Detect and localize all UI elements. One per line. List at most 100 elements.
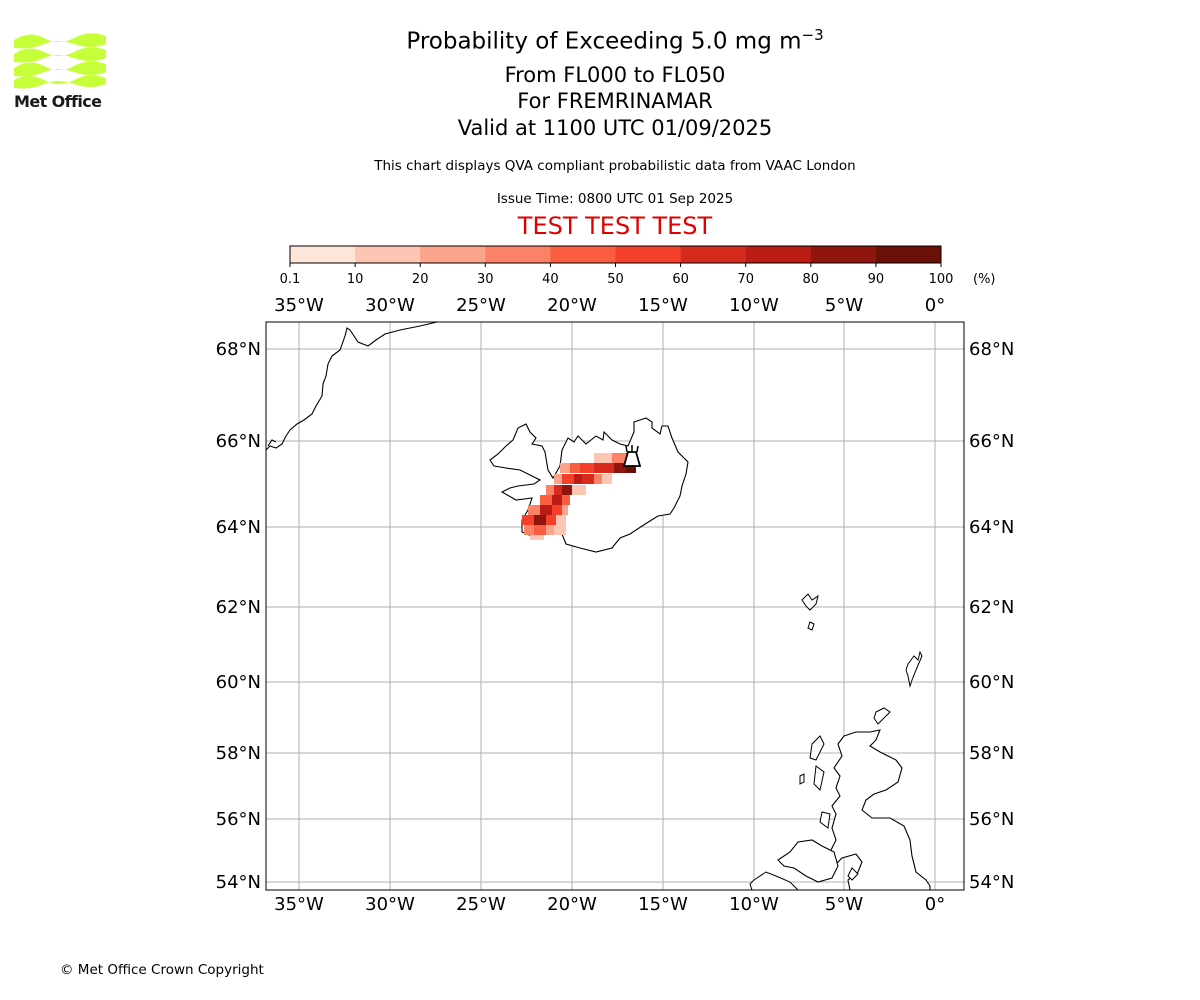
probability-plume bbox=[522, 453, 636, 540]
plume-cell bbox=[530, 535, 544, 540]
plume-cell bbox=[540, 505, 552, 515]
plume-cell bbox=[546, 485, 554, 495]
plume-cell bbox=[612, 453, 626, 463]
plume-cell bbox=[534, 515, 546, 525]
plume-cell bbox=[562, 505, 568, 515]
colorbar-segment bbox=[550, 246, 616, 263]
longitude-label: 35°W bbox=[274, 295, 324, 316]
greenland-coast bbox=[265, 321, 438, 451]
colorbar-tick-label: 100 bbox=[929, 272, 954, 287]
plume-cell bbox=[562, 485, 572, 495]
colorbar-tick-label: 80 bbox=[803, 272, 820, 287]
plume-cell bbox=[546, 515, 556, 525]
colorbar-segment bbox=[420, 246, 486, 263]
longitude-label: 35°W bbox=[274, 894, 324, 915]
faroe-islands bbox=[801, 593, 819, 631]
colorbar-tick-label: 60 bbox=[672, 272, 689, 287]
latitude-label: 64°N bbox=[216, 517, 261, 538]
plume-cell bbox=[552, 505, 562, 515]
colorbar: 0.1 10 20 30 40 50 60 70 80 90 100 (%) bbox=[280, 245, 996, 287]
logo-text: Met Office bbox=[14, 92, 102, 111]
longitude-label: 30°W bbox=[365, 894, 415, 915]
colorbar-tick-label: 70 bbox=[737, 272, 754, 287]
plume-cell bbox=[524, 525, 534, 535]
plume-cell bbox=[546, 525, 554, 535]
longitude-label: 15°W bbox=[638, 894, 688, 915]
longitude-label: 20°W bbox=[547, 894, 597, 915]
volcano-icon bbox=[622, 445, 642, 467]
longitude-label: 0° bbox=[925, 894, 945, 915]
longitude-label: 25°W bbox=[456, 295, 506, 316]
map-frame bbox=[265, 321, 965, 891]
latitude-label: 66°N bbox=[216, 431, 261, 452]
plume-cell bbox=[554, 485, 562, 495]
longitude-label: 25°W bbox=[456, 894, 506, 915]
plume-cell bbox=[582, 474, 594, 484]
plume-cell bbox=[554, 474, 562, 484]
colorbar-tick-label: 10 bbox=[347, 272, 364, 287]
plume-cell bbox=[528, 505, 540, 515]
longitude-label: 15°W bbox=[638, 295, 688, 316]
colorbar-segment bbox=[875, 246, 942, 263]
longitude-label: 5°W bbox=[825, 295, 863, 316]
iceland-coast bbox=[489, 417, 689, 553]
colorbar-tick-label: 30 bbox=[477, 272, 494, 287]
ireland-coast bbox=[777, 839, 839, 883]
plume-cell bbox=[570, 463, 580, 473]
met-office-logo: Met Office bbox=[14, 30, 106, 112]
colorbar-segment bbox=[680, 246, 747, 263]
colorbar-segment bbox=[485, 246, 551, 263]
longitude-label: 10°W bbox=[729, 295, 779, 316]
title-text: Probability of Exceeding 5.0 mg m bbox=[406, 28, 802, 55]
plume-cell bbox=[562, 495, 570, 505]
latitude-label: 64°N bbox=[969, 517, 1014, 538]
latitude-label: 58°N bbox=[216, 743, 261, 764]
colorbar-tick-label: 0.1 bbox=[280, 272, 301, 287]
longitude-label: 20°W bbox=[547, 295, 597, 316]
longitude-label: 30°W bbox=[365, 295, 415, 316]
longitude-label: 10°W bbox=[729, 894, 779, 915]
issue-time: Issue Time: 0800 UTC 01 Sep 2025 bbox=[496, 191, 734, 207]
colorbar-segment bbox=[745, 246, 812, 263]
colorbar-tick-label: 90 bbox=[868, 272, 885, 287]
plume-cell bbox=[554, 525, 566, 535]
latitude-label: 62°N bbox=[216, 597, 261, 618]
longitude-label: 5°W bbox=[825, 894, 863, 915]
plume-cell bbox=[594, 453, 612, 463]
plume-cell bbox=[534, 525, 546, 535]
latitude-label: 56°N bbox=[969, 809, 1014, 830]
plume-cell bbox=[602, 474, 612, 484]
plume-cell bbox=[626, 463, 636, 473]
latitude-label: 66°N bbox=[969, 431, 1014, 452]
colorbar-tick-label: 40 bbox=[542, 272, 559, 287]
longitude-label: 0° bbox=[925, 295, 945, 316]
colorbar-unit: (%) bbox=[973, 272, 996, 287]
plume-cell bbox=[540, 495, 552, 505]
plume-cell bbox=[614, 463, 626, 473]
colorbar-segment bbox=[290, 246, 356, 263]
plume-cell bbox=[556, 515, 566, 525]
colorbar-segment bbox=[615, 246, 682, 263]
chart-description: This chart displays QVA compliant probab… bbox=[374, 158, 856, 174]
latitude-label: 62°N bbox=[969, 597, 1014, 618]
latitude-label: 60°N bbox=[216, 672, 261, 693]
latitude-label: 60°N bbox=[969, 672, 1014, 693]
colorbar-segment bbox=[355, 246, 421, 263]
plume-cell bbox=[562, 474, 574, 484]
latitude-label: 54°N bbox=[969, 872, 1014, 893]
copyright: © Met Office Crown Copyright bbox=[60, 962, 264, 978]
plume-cell bbox=[522, 515, 534, 525]
plume-cell bbox=[560, 463, 570, 473]
latitude-label: 68°N bbox=[216, 339, 261, 360]
scotland-coast bbox=[819, 729, 931, 891]
latitude-label: 54°N bbox=[216, 872, 261, 893]
colorbar-segment bbox=[810, 246, 877, 263]
test-banner: TEST TEST TEST bbox=[517, 212, 713, 240]
chart-title: Probability of Exceeding 5.0 mg m−3 bbox=[315, 26, 915, 55]
latitude-label: 68°N bbox=[969, 339, 1014, 360]
plume-cell bbox=[574, 474, 582, 484]
plume-cell bbox=[594, 463, 614, 473]
flight-levels: From FL000 to FL050 bbox=[504, 63, 726, 87]
title-superscript: −3 bbox=[801, 26, 824, 44]
colorbar-tick-label: 50 bbox=[607, 272, 624, 287]
